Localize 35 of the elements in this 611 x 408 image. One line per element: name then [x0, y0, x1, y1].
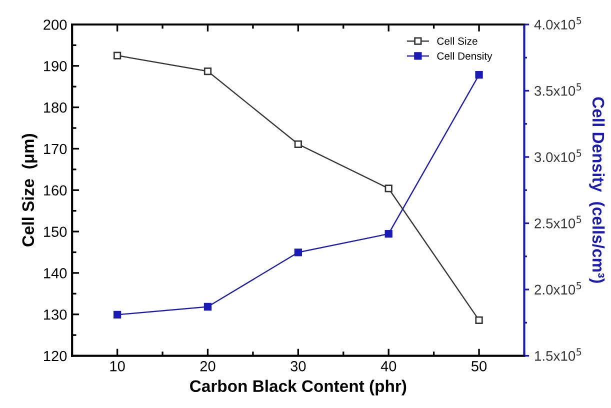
point: [294, 248, 302, 256]
y2-tick-label: 4.0x10$^{5}$: [534, 17, 582, 30]
y-axis-title: Cell Size (μm): [22, 134, 38, 246]
point: [475, 316, 483, 324]
y2-axis-title: Cell Density (cells/cm³): [589, 97, 605, 283]
x-tick-label: 50: [472, 361, 487, 372]
y-tick-label: 160: [44, 185, 67, 196]
point: [113, 52, 122, 60]
y2-tick-label: 3.0x10$^{5}$: [534, 150, 582, 162]
y2-tick-label: 2.5x10$^{5}$: [534, 216, 582, 228]
point: [384, 184, 392, 192]
point: [475, 71, 483, 79]
legend-label: Cell Size: [437, 37, 478, 45]
legend-label: Cell Density: [437, 52, 492, 62]
x-axis-title: Carbon Black Content (phr): [190, 380, 406, 396]
point: [113, 310, 122, 319]
x-tick-label: 30: [290, 361, 306, 372]
y2-tick-label: 3.5x10$^{5}$: [534, 83, 582, 96]
y-tick-label: 130: [44, 309, 67, 320]
y-tick-label: 150: [44, 226, 67, 237]
y-tick-label: 190: [44, 60, 67, 72]
y-tick-label: 170: [44, 144, 67, 154]
point: [204, 302, 212, 311]
y-tick-label: 200: [44, 20, 67, 30]
y-tick-label: 140: [44, 268, 67, 278]
x-tick-label: 10: [110, 361, 125, 372]
point: [294, 140, 302, 148]
x-tick-label: 40: [380, 361, 396, 372]
y-tick-label: 120: [44, 350, 67, 362]
point: [204, 67, 212, 76]
point: [384, 230, 392, 238]
x-tick-label: 20: [200, 361, 216, 372]
y2-tick-label: 1.5x10$^{5}$: [535, 348, 582, 361]
y2-tick-label: 2.0x10$^{5}$: [534, 282, 582, 295]
y-tick-label: 180: [44, 102, 67, 113]
